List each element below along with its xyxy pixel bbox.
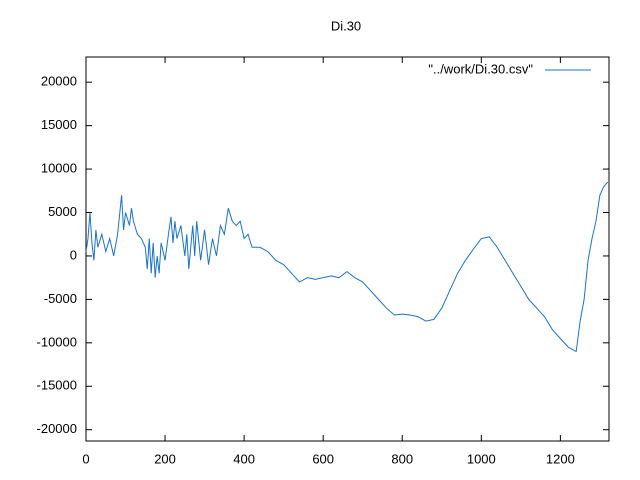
y-tick-label: -10000 bbox=[37, 334, 77, 349]
x-tick-label: 600 bbox=[312, 451, 334, 466]
y-tick-label: -15000 bbox=[37, 378, 77, 393]
x-tick-label: 1000 bbox=[467, 451, 496, 466]
y-tick-label: 20000 bbox=[41, 74, 77, 89]
x-tick-label: 800 bbox=[391, 451, 413, 466]
y-tick-label: 0 bbox=[70, 247, 77, 262]
x-tick-label: 200 bbox=[154, 451, 176, 466]
x-tick-label: 0 bbox=[82, 451, 89, 466]
y-tick-label: 10000 bbox=[41, 161, 77, 176]
y-tick-label: -20000 bbox=[37, 421, 77, 436]
y-tick-label: -5000 bbox=[44, 291, 77, 306]
chart-title: Di.30 bbox=[331, 18, 361, 33]
legend-label: "../work/Di.30.csv" bbox=[428, 61, 533, 76]
y-tick-label: 5000 bbox=[48, 204, 77, 219]
y-tick-label: 15000 bbox=[41, 117, 77, 132]
x-tick-label: 1200 bbox=[546, 451, 575, 466]
data-line bbox=[85, 181, 609, 353]
x-tick-label: 400 bbox=[233, 451, 255, 466]
